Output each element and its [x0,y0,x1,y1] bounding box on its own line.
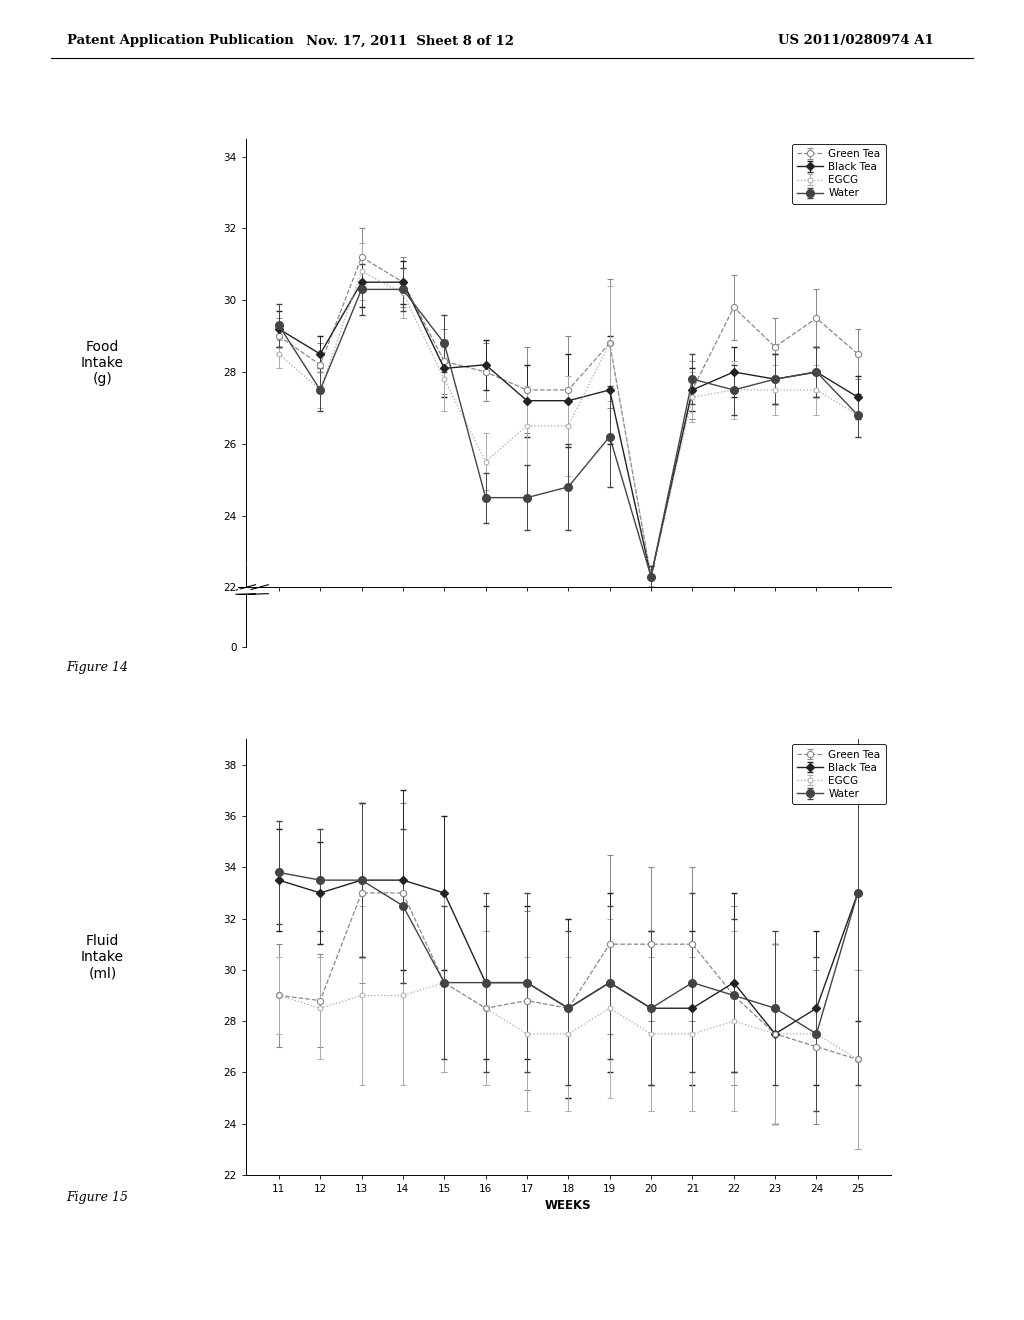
Text: US 2011/0280974 A1: US 2011/0280974 A1 [778,34,934,48]
Legend: Green Tea, Black Tea, EGCG, Water: Green Tea, Black Tea, EGCG, Water [792,744,886,804]
Text: Figure 15: Figure 15 [67,1191,129,1204]
Text: Patent Application Publication: Patent Application Publication [67,34,293,48]
X-axis label: WEEKS: WEEKS [545,612,592,624]
Text: Fluid
Intake
(ml): Fluid Intake (ml) [81,933,124,981]
Text: Figure 14: Figure 14 [67,660,129,673]
Text: Nov. 17, 2011  Sheet 8 of 12: Nov. 17, 2011 Sheet 8 of 12 [305,34,514,48]
X-axis label: WEEKS: WEEKS [545,1200,592,1212]
Text: Food
Intake
(g): Food Intake (g) [81,339,124,387]
Legend: Green Tea, Black Tea, EGCG, Water: Green Tea, Black Tea, EGCG, Water [792,144,886,203]
